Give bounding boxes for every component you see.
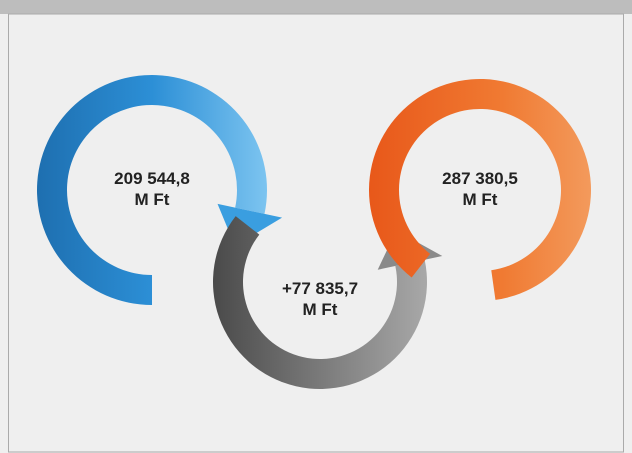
- node-unit: M Ft: [135, 190, 170, 209]
- frame: [8, 13, 624, 453]
- node-value: +77 835,7: [282, 279, 358, 298]
- top-bar: [0, 0, 632, 14]
- arrows: [36, 75, 591, 389]
- node-unit: M Ft: [303, 300, 338, 319]
- node-value: 287 380,5: [442, 169, 518, 188]
- node-value: 209 544,8: [114, 169, 190, 188]
- node-unit: M Ft: [463, 190, 498, 209]
- gray-arc: [212, 216, 428, 389]
